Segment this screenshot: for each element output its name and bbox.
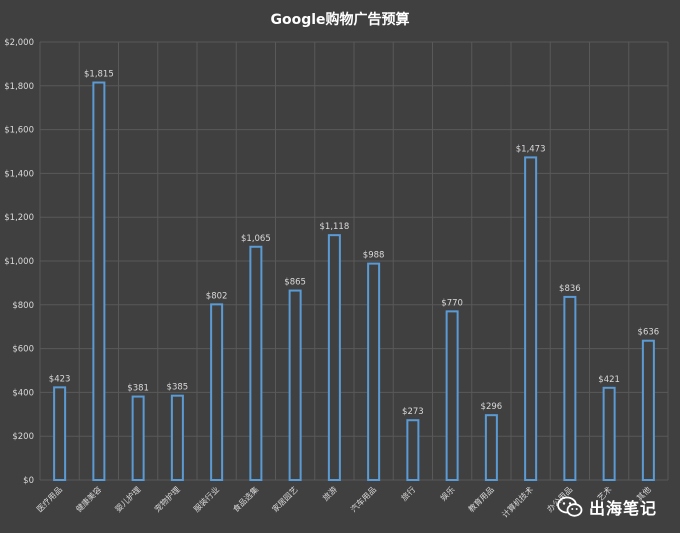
data-label: $1,065 — [241, 234, 271, 244]
bar — [327, 234, 341, 481]
x-tick-label: 健康美容 — [74, 484, 104, 514]
data-label: $296 — [481, 402, 503, 412]
bar — [170, 394, 184, 481]
y-axis-ticks: $0 $200 $400 $600 $800 $1,000 $1,200 $1,400 $1,6… — [4, 38, 34, 486]
bar — [367, 262, 381, 481]
y-tick-label: $1,200 — [4, 213, 34, 223]
x-tick-label: 食品选集 — [231, 484, 261, 514]
x-tick-label: 医疗用品 — [34, 484, 64, 514]
bar — [445, 310, 459, 481]
bar — [524, 156, 538, 481]
data-label: $1,118 — [320, 222, 350, 232]
y-tick-label: $1,600 — [4, 126, 34, 136]
x-tick-label: 旅行 — [399, 484, 417, 502]
x-tick-label: 服装行业 — [191, 484, 221, 514]
data-label: $636 — [638, 328, 660, 338]
data-label: $423 — [49, 374, 71, 384]
bar — [249, 245, 263, 481]
data-label: $421 — [598, 375, 620, 385]
x-tick-label: 娱乐 — [438, 484, 456, 502]
bar — [53, 386, 67, 482]
bar — [641, 339, 655, 481]
y-tick-label: $1,400 — [4, 169, 34, 179]
x-tick-label: 家居园艺 — [270, 484, 300, 514]
bar — [131, 395, 145, 482]
bar — [602, 386, 616, 481]
watermark: 出海笔记 — [557, 492, 675, 522]
watermark-text: 出海笔记 — [589, 499, 658, 518]
wechat-icon — [557, 496, 583, 517]
data-label: $1,473 — [516, 144, 546, 154]
x-tick-label: 汽车用品 — [348, 484, 378, 514]
bar — [563, 295, 577, 481]
data-label: $802 — [206, 291, 228, 301]
x-tick-label: 计算机技术 — [500, 484, 535, 519]
y-tick-label: $600 — [12, 345, 34, 355]
x-tick-label: 旅游 — [320, 484, 338, 502]
data-label: $770 — [441, 298, 463, 308]
y-tick-label: $1,800 — [4, 82, 34, 92]
x-tick-label: 婴儿护理 — [113, 484, 143, 514]
bar — [406, 419, 420, 482]
data-label: $988 — [363, 251, 385, 261]
data-label: $381 — [127, 384, 149, 394]
bar — [92, 81, 106, 481]
y-tick-label: $400 — [12, 388, 34, 398]
y-tick-label: $0 — [23, 476, 34, 486]
data-label: $865 — [284, 278, 306, 288]
y-tick-label: $2,000 — [4, 38, 34, 48]
bars — [53, 81, 655, 482]
x-tick-label: 宠物护理 — [152, 484, 182, 514]
y-tick-label: $200 — [12, 432, 34, 442]
chart-title: Google购物广告预算 — [270, 12, 410, 28]
y-tick-label: $800 — [12, 301, 34, 311]
data-label: $385 — [167, 383, 189, 393]
gridlines — [39, 41, 669, 481]
data-label: $836 — [559, 284, 581, 294]
bar — [210, 303, 224, 481]
bar — [288, 289, 302, 481]
data-labels: $423 $1,815 $381 $385 $802 $1,065 $865 $1,118 $9… — [49, 70, 659, 418]
y-tick-label: $1,000 — [4, 257, 34, 267]
data-label: $1,815 — [84, 70, 114, 80]
x-tick-label: 教育用品 — [466, 484, 496, 514]
data-label: $273 — [402, 407, 424, 417]
bar — [484, 414, 498, 481]
